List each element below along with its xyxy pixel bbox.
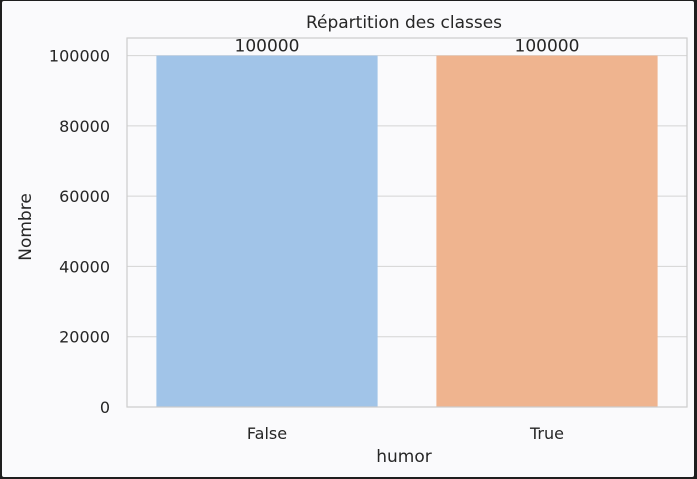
y-axis-label: Nombre [16, 193, 36, 261]
y-tick-labels: 0 20000 40000 60000 80000 100000 [49, 47, 110, 417]
axes-group [126, 37, 688, 408]
y-tick-label: 80000 [59, 117, 110, 136]
bars-group [156, 55, 658, 407]
bar-false [156, 55, 378, 407]
plot-frame [126, 37, 688, 408]
chart-title: Répartition des classes [306, 13, 502, 33]
x-tick-label: True [529, 424, 564, 443]
y-tick-label: 100000 [49, 47, 110, 66]
bar-true [436, 55, 658, 407]
y-tick-label: 0 [100, 398, 110, 417]
x-tick-labels: False True [247, 424, 564, 443]
data-label: 100000 [235, 37, 300, 57]
y-tick-label: 60000 [59, 187, 110, 206]
y-tick-label: 20000 [59, 328, 110, 347]
x-axis-label: humor [376, 447, 432, 467]
y-tick-label: 40000 [59, 257, 110, 276]
data-labels: 100000 100000 [235, 37, 580, 57]
x-tick-label: False [247, 424, 287, 443]
data-label: 100000 [515, 37, 580, 57]
